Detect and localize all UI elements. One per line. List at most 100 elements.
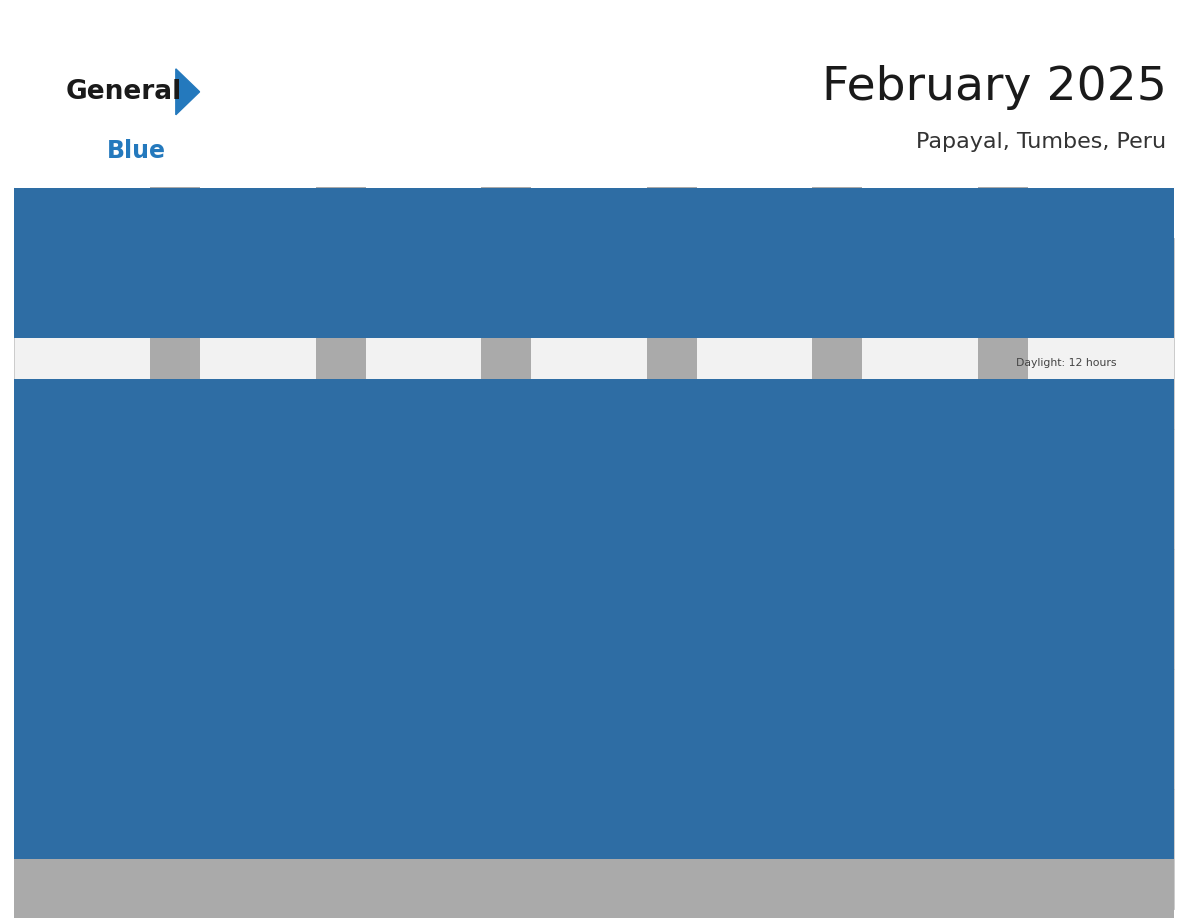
Text: and 15 minutes.: and 15 minutes. (23, 645, 112, 655)
Text: Daylight: 12 hours: Daylight: 12 hours (354, 744, 454, 755)
Text: and 14 minutes.: and 14 minutes. (519, 645, 608, 655)
Text: Sunrise: 6:28 AM: Sunrise: 6:28 AM (23, 463, 115, 473)
Text: Sunrise: 6:30 AM: Sunrise: 6:30 AM (685, 702, 778, 712)
Text: Sunset: 6:43 PM: Sunset: 6:43 PM (354, 723, 442, 733)
Text: Daylight: 12 hours: Daylight: 12 hours (851, 744, 952, 755)
Text: Sunset: 6:44 PM: Sunset: 6:44 PM (1017, 484, 1105, 494)
Text: Monday: Monday (190, 205, 247, 220)
Text: 4: 4 (354, 437, 364, 452)
Bar (14, 187, 179, 238)
Text: 2: 2 (23, 437, 32, 452)
Text: 20: 20 (685, 677, 703, 691)
Text: Sunset: 6:44 PM: Sunset: 6:44 PM (851, 484, 940, 494)
Bar (842, 549, 1009, 669)
Bar (179, 187, 346, 238)
Bar (481, 187, 531, 909)
Text: Daylight: 12 hours: Daylight: 12 hours (685, 865, 785, 875)
Text: February 2025: February 2025 (822, 64, 1167, 110)
Text: and 11 minutes.: and 11 minutes. (851, 886, 940, 895)
Text: 14: 14 (851, 556, 870, 571)
Text: and 13 minutes.: and 13 minutes. (23, 766, 112, 776)
Text: Daylight: 12 hours: Daylight: 12 hours (519, 744, 620, 755)
Bar (346, 669, 511, 789)
Text: Sunset: 6:44 PM: Sunset: 6:44 PM (1017, 604, 1105, 614)
Text: Papayal, Tumbes, Peru: Papayal, Tumbes, Peru (916, 132, 1167, 152)
Text: Sunset: 6:44 PM: Sunset: 6:44 PM (519, 604, 608, 614)
Text: 24: 24 (188, 796, 207, 812)
Text: Blue: Blue (107, 140, 166, 163)
Text: Sunrise: 6:29 AM: Sunrise: 6:29 AM (851, 463, 943, 473)
Text: Sunset: 6:44 PM: Sunset: 6:44 PM (685, 604, 773, 614)
Text: Sunset: 6:44 PM: Sunset: 6:44 PM (188, 604, 277, 614)
Text: Sunset: 6:43 PM: Sunset: 6:43 PM (519, 723, 608, 733)
Polygon shape (176, 69, 200, 115)
Text: and 12 minutes.: and 12 minutes. (23, 886, 112, 895)
Text: 9: 9 (23, 556, 32, 571)
Bar (842, 789, 1009, 909)
Text: Daylight: 12 hours: Daylight: 12 hours (354, 865, 454, 875)
Text: Daylight: 12 hours: Daylight: 12 hours (519, 505, 620, 515)
Text: Sunrise: 6:28 AM: Sunrise: 6:28 AM (519, 463, 612, 473)
Text: 17: 17 (188, 677, 207, 691)
Text: and 13 minutes.: and 13 minutes. (354, 766, 442, 776)
Text: and 13 minutes.: and 13 minutes. (685, 766, 773, 776)
Text: Sunrise: 6:29 AM: Sunrise: 6:29 AM (519, 583, 612, 593)
Text: Sunrise: 6:27 AM: Sunrise: 6:27 AM (1017, 291, 1108, 301)
Bar (1009, 238, 1174, 430)
Bar (1009, 549, 1174, 669)
Text: Daylight: 12 hours: Daylight: 12 hours (188, 865, 289, 875)
Bar (511, 238, 677, 430)
Bar (677, 789, 842, 909)
Text: Daylight: 12 hours: Daylight: 12 hours (519, 865, 620, 875)
Text: Sunrise: 6:30 AM: Sunrise: 6:30 AM (1017, 702, 1110, 712)
Text: Sunrise: 6:29 AM: Sunrise: 6:29 AM (685, 823, 778, 833)
Text: Daylight: 12 hours: Daylight: 12 hours (1017, 744, 1117, 755)
Text: 1: 1 (1017, 249, 1025, 264)
Text: Daylight: 12 hours: Daylight: 12 hours (23, 505, 124, 515)
Text: Sunrise: 6:29 AM: Sunrise: 6:29 AM (1017, 583, 1108, 593)
Text: 16: 16 (23, 677, 42, 691)
Bar (842, 238, 1009, 430)
Text: Sunset: 6:42 PM: Sunset: 6:42 PM (23, 844, 110, 854)
Text: 10: 10 (188, 556, 207, 571)
Text: Sunrise: 6:29 AM: Sunrise: 6:29 AM (851, 583, 943, 593)
Text: Daylight: 12 hours: Daylight: 12 hours (1017, 625, 1117, 634)
Text: 21: 21 (851, 677, 870, 691)
Text: Daylight: 12 hours: Daylight: 12 hours (354, 625, 454, 634)
Text: 3: 3 (188, 437, 197, 452)
Text: and 14 minutes.: and 14 minutes. (1017, 645, 1105, 655)
Text: and 16 minutes.: and 16 minutes. (354, 526, 442, 536)
Bar (1009, 187, 1174, 238)
Bar (14, 499, 1174, 649)
Text: and 12 minutes.: and 12 minutes. (188, 886, 277, 895)
Text: and 16 minutes.: and 16 minutes. (188, 526, 277, 536)
Text: Daylight: 12 hours: Daylight: 12 hours (519, 625, 620, 634)
Text: 27: 27 (685, 796, 703, 812)
Text: Sunset: 6:45 PM: Sunset: 6:45 PM (188, 484, 277, 494)
Bar (14, 669, 179, 789)
Bar (179, 238, 346, 430)
Bar (1009, 430, 1174, 549)
Text: Daylight: 12 hours: Daylight: 12 hours (685, 625, 785, 634)
Bar (677, 430, 842, 549)
Text: and 11 minutes.: and 11 minutes. (685, 886, 773, 895)
Text: Wednesday: Wednesday (522, 205, 606, 220)
Bar (813, 187, 862, 909)
Text: 7: 7 (851, 437, 860, 452)
Text: Sunset: 6:41 PM: Sunset: 6:41 PM (519, 844, 608, 854)
Text: 26: 26 (519, 796, 538, 812)
Text: Sunset: 6:42 PM: Sunset: 6:42 PM (1017, 723, 1105, 733)
Bar (346, 430, 511, 549)
Text: 19: 19 (519, 677, 538, 691)
Text: and 15 minutes.: and 15 minutes. (851, 526, 940, 536)
Text: Saturday: Saturday (1018, 205, 1085, 220)
Text: Daylight: 12 hours: Daylight: 12 hours (23, 744, 124, 755)
Text: 22: 22 (1017, 677, 1035, 691)
Text: Sunrise: 6:30 AM: Sunrise: 6:30 AM (188, 823, 280, 833)
Bar (14, 187, 1174, 338)
Text: Sunrise: 6:30 AM: Sunrise: 6:30 AM (851, 702, 943, 712)
Bar (150, 187, 200, 909)
Bar (14, 619, 1174, 769)
Text: 23: 23 (23, 796, 42, 812)
Text: 11: 11 (354, 556, 372, 571)
